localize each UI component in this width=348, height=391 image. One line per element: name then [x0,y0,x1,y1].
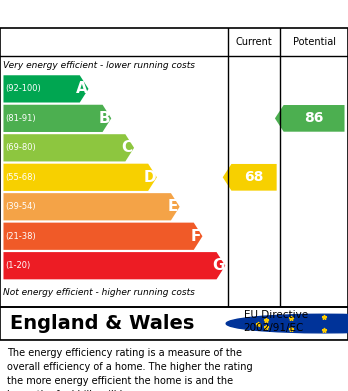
Text: (39-54): (39-54) [5,202,36,211]
Text: A: A [76,81,87,97]
Polygon shape [275,105,345,132]
Text: D: D [144,170,156,185]
Text: 86: 86 [304,111,324,126]
Text: Very energy efficient - lower running costs: Very energy efficient - lower running co… [3,61,196,70]
Text: EU Directive
2002/91/EC: EU Directive 2002/91/EC [244,310,308,334]
Text: Energy Efficiency Rating: Energy Efficiency Rating [10,5,239,23]
Text: (92-100): (92-100) [5,84,41,93]
Polygon shape [3,222,203,250]
Polygon shape [3,75,88,102]
Text: (69-80): (69-80) [5,143,36,152]
Text: (1-20): (1-20) [5,261,31,270]
Polygon shape [3,134,134,161]
Text: 68: 68 [244,170,264,184]
Text: (55-68): (55-68) [5,173,36,182]
Polygon shape [3,193,180,221]
Polygon shape [3,164,157,191]
Text: Current: Current [236,37,272,47]
Text: E: E [167,199,178,214]
Circle shape [226,314,348,333]
Polygon shape [223,164,277,191]
Polygon shape [3,105,111,132]
Text: The energy efficiency rating is a measure of the
overall efficiency of a home. T: The energy efficiency rating is a measur… [7,348,253,391]
Text: F: F [190,229,201,244]
Text: G: G [212,258,224,273]
Text: C: C [121,140,133,155]
Text: B: B [98,111,110,126]
Text: (21-38): (21-38) [5,232,36,241]
Text: Potential: Potential [293,37,335,47]
Text: (81-91): (81-91) [5,114,36,123]
Text: England & Wales: England & Wales [10,314,195,333]
Text: Not energy efficient - higher running costs: Not energy efficient - higher running co… [3,288,195,297]
Polygon shape [3,252,225,279]
